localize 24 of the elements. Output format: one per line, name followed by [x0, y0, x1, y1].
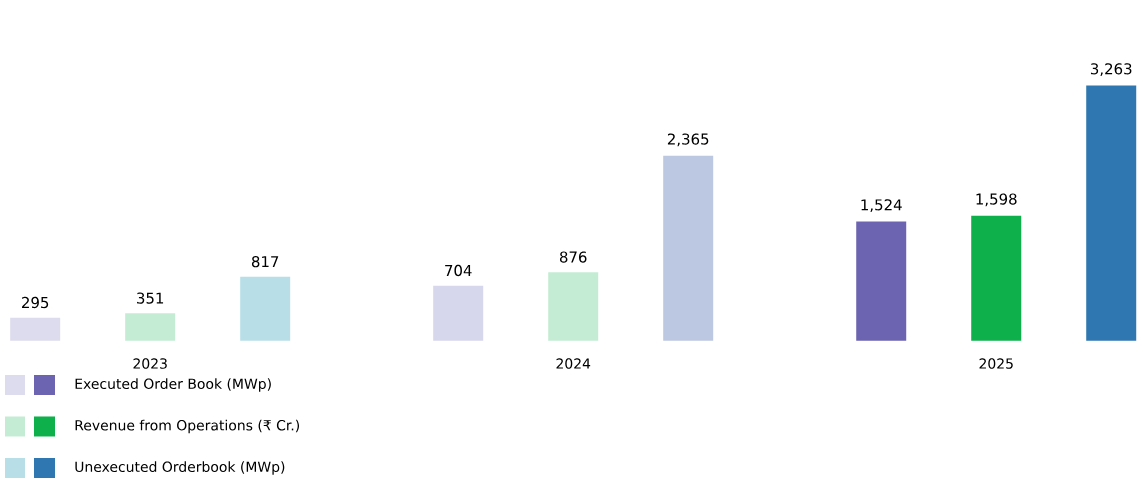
data-label: 1,524: [861, 199, 902, 213]
data-label: 876: [559, 251, 587, 263]
data-label: 704: [445, 264, 472, 277]
bar: [240, 276, 291, 341]
bar: [433, 285, 484, 341]
data-label: 351: [137, 292, 164, 304]
data-label: 817: [251, 256, 279, 268]
x-tick-label: 2025: [979, 358, 1013, 369]
bar: [548, 272, 599, 341]
legend-label: Executed Order Book (MWp): [75, 378, 271, 392]
x-tick-label: 2024: [556, 358, 591, 369]
data-label: 2,365: [667, 133, 709, 147]
bar: [663, 155, 714, 341]
bar: [10, 317, 61, 341]
data-label: 1,598: [976, 193, 1017, 207]
legend-label: Revenue from Operations (₹ Cr.): [75, 419, 300, 434]
bar: [1086, 85, 1137, 341]
bar: [125, 313, 176, 341]
x-tick-label: 2023: [133, 358, 167, 369]
data-label: 3,263: [1090, 63, 1132, 76]
legend-label: Unexecuted Orderbook (MWp): [75, 461, 285, 475]
bar: [856, 221, 907, 341]
data-label: 295: [22, 296, 49, 309]
bar: [971, 215, 1022, 341]
